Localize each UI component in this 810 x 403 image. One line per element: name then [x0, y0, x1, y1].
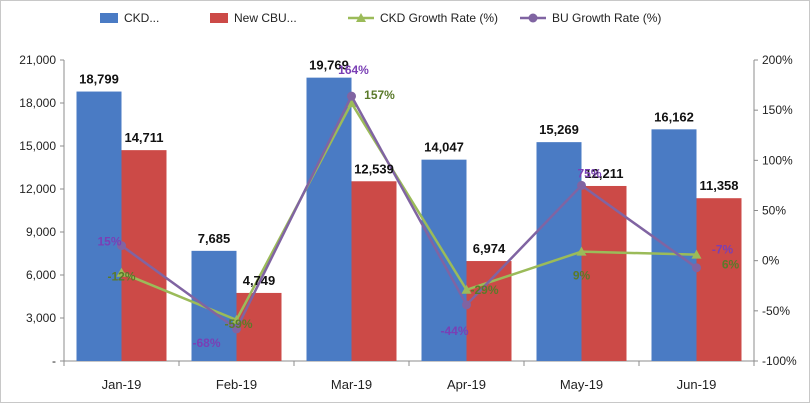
- y-left-tick-label: 6,000: [26, 268, 56, 282]
- bu-growth-marker: [232, 324, 241, 334]
- legend-marker-2: [356, 13, 366, 22]
- ckd-growth-marker: [346, 98, 357, 108]
- y-left-tick-label: 12,000: [19, 182, 56, 196]
- bar-jun-19-ckd: [651, 129, 697, 361]
- bar-value-label: 14,047: [424, 140, 464, 155]
- y-right-tick-label: 0%: [762, 254, 780, 268]
- bar-jan-19-ckd: [76, 91, 122, 361]
- y-right-tick-label: -100%: [762, 354, 797, 368]
- bar-may-19-cbu: [581, 185, 627, 361]
- ckd-growth-marker: [691, 249, 702, 259]
- bu-growth-label: -68%: [192, 336, 220, 350]
- bar-value-label: 6,974: [473, 241, 506, 256]
- bar-value-label: 4,749: [243, 273, 276, 288]
- chart-axes: - 3,000 6,000 9,000 12,000 15,000 18,000 21,000…: [19, 53, 797, 392]
- bu-growth-label: -44%: [440, 324, 468, 338]
- ckd-growth-label: -59%: [224, 317, 252, 331]
- bar-value-label: 12,211: [584, 166, 623, 181]
- y-left-tick-label: 9,000: [26, 225, 56, 239]
- bar-value-label: 16,162: [654, 109, 694, 124]
- bar-apr-19-ckd: [421, 159, 467, 361]
- y-left-tick-label: 15,000: [19, 139, 56, 153]
- y-right-tick-label: 100%: [762, 153, 793, 167]
- legend-label-1: New CBU...: [234, 11, 297, 25]
- bar-series: [76, 77, 742, 361]
- legend-marker-3: [528, 13, 538, 23]
- ckd-growth-marker: [116, 267, 127, 277]
- ckd-growth-line: [121, 100, 697, 322]
- y-left-tick-label: 18,000: [19, 96, 56, 110]
- bu-growth-marker: [347, 91, 356, 101]
- y-left-tick-label: 3,000: [26, 311, 56, 325]
- bu-growth-marker: [462, 300, 471, 310]
- bar-value-label: 7,685: [198, 231, 231, 246]
- y-right-tick-label: -50%: [762, 304, 790, 318]
- y-right-tick-label: 200%: [762, 53, 793, 67]
- ckd-growth-label: -12%: [107, 270, 135, 284]
- legend-label-2: CKD Growth Rate (%): [380, 11, 498, 25]
- y-right-tick-label: 50%: [762, 204, 786, 218]
- bar-jun-19-cbu: [696, 198, 742, 361]
- bu-growth-label: -7%: [712, 243, 734, 257]
- bar-mar-19-cbu: [351, 181, 397, 361]
- ckd-growth-label: 9%: [573, 269, 591, 283]
- bar-jan-19-cbu: [121, 150, 167, 361]
- bu-growth-marker: [577, 180, 586, 190]
- x-tick-label: Jan-19: [102, 377, 142, 392]
- y-left-tick-label: 21,000: [19, 53, 56, 67]
- legend-label-3: BU Growth Rate (%): [552, 11, 661, 25]
- bu-growth-marker: [117, 241, 126, 251]
- bar-mar-19-ckd: [306, 77, 352, 361]
- x-tick-label: Mar-19: [331, 377, 372, 392]
- bar-value-label: 12,539: [354, 161, 394, 176]
- y-right-tick-label: 150%: [762, 103, 793, 117]
- bar-value-label: 18,799: [79, 72, 119, 87]
- bu-growth-label: 164%: [338, 63, 369, 77]
- ckd-growth-label: 6%: [722, 258, 740, 272]
- bu-growth-label: 75%: [577, 166, 601, 180]
- bar-value-label: 15,269: [539, 122, 579, 137]
- bar-value-label: 11,358: [699, 178, 738, 193]
- ckd-growth-label: 157%: [364, 88, 395, 102]
- legend-swatch-0: [100, 13, 118, 23]
- chart-legend: CKD... New CBU... CKD Growth Rate (%) BU Gr…: [100, 11, 661, 25]
- data-labels: 18,799 7,685 19,769 14,047 15,269 16,162 14,71…: [79, 58, 739, 350]
- ckd-growth-marker: [461, 284, 472, 294]
- bar-value-label: 19,769: [309, 58, 349, 73]
- x-tick-label: Feb-19: [216, 377, 257, 392]
- bar-may-19-ckd: [536, 142, 582, 361]
- ckd-growth-marker: [576, 246, 587, 256]
- bar-value-label: 14,711: [124, 130, 163, 145]
- y-left-tick-label: -: [52, 354, 56, 368]
- bu-growth-marker: [692, 263, 701, 273]
- bar-feb-19-ckd: [191, 250, 237, 361]
- legend-label-0: CKD...: [124, 11, 159, 25]
- legend-swatch-1: [210, 13, 228, 23]
- bu-growth-line: [120, 93, 698, 331]
- bu-growth-label: 15%: [97, 235, 121, 249]
- ckd-growth-label: -29%: [470, 283, 498, 297]
- line-series: [116, 91, 702, 334]
- x-tick-label: May-19: [560, 377, 603, 392]
- x-tick-label: Apr-19: [447, 377, 486, 392]
- x-tick-label: Jun-19: [677, 377, 717, 392]
